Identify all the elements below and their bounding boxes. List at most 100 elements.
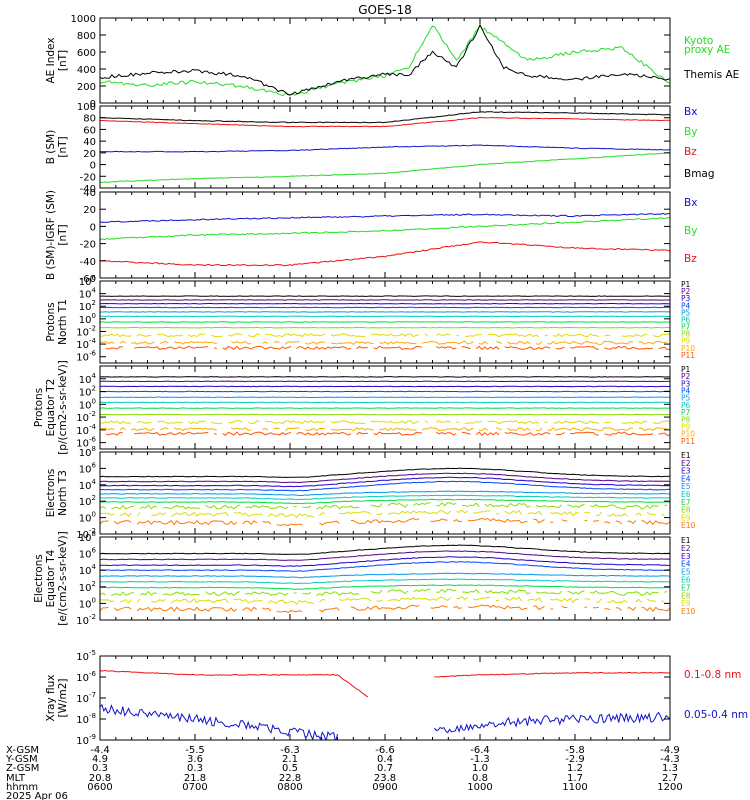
pe-legend-p7: P7 <box>681 408 691 417</box>
pn-series-p1 <box>100 295 670 297</box>
footer-cell: 22.8 <box>279 773 301 784</box>
ae-series-themis-ae <box>100 23 670 96</box>
pn-series-p9 <box>100 333 670 338</box>
pn-series-p8 <box>100 326 670 329</box>
pe-series-p7 <box>100 407 670 409</box>
pe-ylabel: Protons <box>33 388 45 427</box>
pn-ytick-label: 104 <box>79 287 97 301</box>
plot-title: GOES-18 <box>358 3 412 17</box>
en-legend-e7: E7 <box>681 498 691 507</box>
footer-cell: 20.8 <box>89 773 111 784</box>
bigrf-legend-bz: Bz <box>684 253 697 265</box>
footer-cell: -6.4 <box>470 745 490 756</box>
xray-frame <box>99 655 671 741</box>
en-series-e10 <box>100 517 670 527</box>
ee-legend-e4: E4 <box>681 560 691 569</box>
pn-series-p10 <box>100 340 668 346</box>
footer-cell: 0.8 <box>472 773 488 784</box>
en-legend-e10: E10 <box>681 521 696 530</box>
en-legend-e9: E9 <box>681 513 691 522</box>
pe-ytick-label: 102 <box>79 385 96 399</box>
en-ytick-label: 100 <box>79 511 96 525</box>
footer-row-label: Z-GSM <box>6 763 39 774</box>
ee-legend-e10: E10 <box>681 607 696 616</box>
footer-cell: 0.7 <box>377 763 393 774</box>
bsm-ytick-label: 40 <box>83 137 96 148</box>
pe-series-p1 <box>100 376 670 378</box>
pe-legend-p2: P2 <box>681 372 691 381</box>
en-series-e7 <box>100 498 670 505</box>
pn-series-p7 <box>100 321 670 323</box>
ae-series-kyoto-proxy-ae <box>100 24 670 97</box>
pe-series-p4 <box>100 390 670 393</box>
ae-ytick-label: 600 <box>77 48 96 59</box>
ee-series-e2 <box>100 550 670 561</box>
ee-ytick-label: 106 <box>79 547 97 561</box>
pe-legend-p4: P4 <box>681 387 691 396</box>
bsm-series-bmag <box>100 111 670 124</box>
pe-series-p5 <box>100 396 670 399</box>
pe-series-p6 <box>100 401 670 404</box>
xray-legend-long: 0.1-0.8 nm <box>684 669 741 681</box>
ee-legend-e8: E8 <box>681 591 691 600</box>
bigrf-ytick-label: 40 <box>83 188 96 199</box>
xray-legend-short: 0.05-0.4 nm <box>684 709 748 721</box>
footer-cell: 1.3 <box>662 763 678 774</box>
bigrf-ytick-label: -60 <box>80 274 96 285</box>
pe-series-p3 <box>100 385 670 388</box>
pn-ytick-label: 10-2 <box>76 324 96 338</box>
footer-cell: 0.3 <box>92 763 108 774</box>
footer-cell: 4.9 <box>92 754 108 765</box>
pn-legend-p9: P9 <box>681 337 691 346</box>
pn-series-p6 <box>100 315 670 318</box>
ee-series-e10 <box>100 604 670 613</box>
ee-ylabel: Equator T4 <box>45 549 57 607</box>
ae-ytick-label: 0 <box>90 99 96 110</box>
ee-legend-e7: E7 <box>681 583 691 592</box>
footer-cell: -6.6 <box>375 745 395 756</box>
ee-ytick-label: 108 <box>79 530 96 544</box>
xray-ylabel: Xray flux <box>45 675 57 722</box>
en-series-e9 <box>100 510 670 517</box>
ee-ylabel: [e/(cm2-s-sr-keV)] <box>57 531 69 625</box>
xray-ytick-label: 10-9 <box>76 733 96 747</box>
bsm-ylabel: [nT] <box>57 136 69 157</box>
pe-ytick-label: 104 <box>79 372 97 386</box>
ee-series-e8 <box>100 588 668 597</box>
en-series-e4 <box>100 480 670 492</box>
en-legend-e4: E4 <box>681 474 691 483</box>
bigrf-legend-bx: Bx <box>684 197 697 209</box>
ae-ylabel: [nT] <box>57 50 69 71</box>
bsm-legend-bz: Bz <box>684 146 697 158</box>
ee-frame <box>99 536 671 621</box>
pn-ytick-label: 102 <box>79 299 96 313</box>
en-series-e2 <box>100 472 670 484</box>
pn-ylabel: North T1 <box>57 299 69 345</box>
pn-series-p4 <box>100 306 670 309</box>
ae-ytick-label: 400 <box>77 65 96 76</box>
pn-ytick-label: 106 <box>79 274 97 288</box>
pn-series-p11 <box>105 345 670 351</box>
footer-cell: 0600 <box>87 782 112 793</box>
en-ytick-label: 108 <box>79 445 96 459</box>
footer-cell: -5.5 <box>185 745 205 756</box>
pe-legend-p1: P1 <box>681 365 691 374</box>
pn-series-p3 <box>100 302 670 305</box>
en-legend-e1: E1 <box>681 451 691 460</box>
ee-series-e7 <box>100 584 670 590</box>
bigrf-ytick-label: -40 <box>80 257 96 268</box>
bsm-legend-bmag: Bmag <box>684 168 715 180</box>
xray-ytick-label: 10-7 <box>76 691 96 705</box>
pe-legend-p10: P10 <box>681 430 695 439</box>
footer-cell: -4.9 <box>660 745 680 756</box>
bigrf-legend-by: By <box>684 225 697 237</box>
footer-cell: -5.8 <box>565 745 585 756</box>
ae-ylabel: AE Index <box>45 37 57 83</box>
footer-cell: -4.3 <box>660 754 680 765</box>
bsm-legend-by: By <box>684 126 697 138</box>
footer-cell: 1.7 <box>567 773 583 784</box>
pe-series-p11 <box>105 431 670 437</box>
footer-cell: 21.8 <box>184 773 206 784</box>
